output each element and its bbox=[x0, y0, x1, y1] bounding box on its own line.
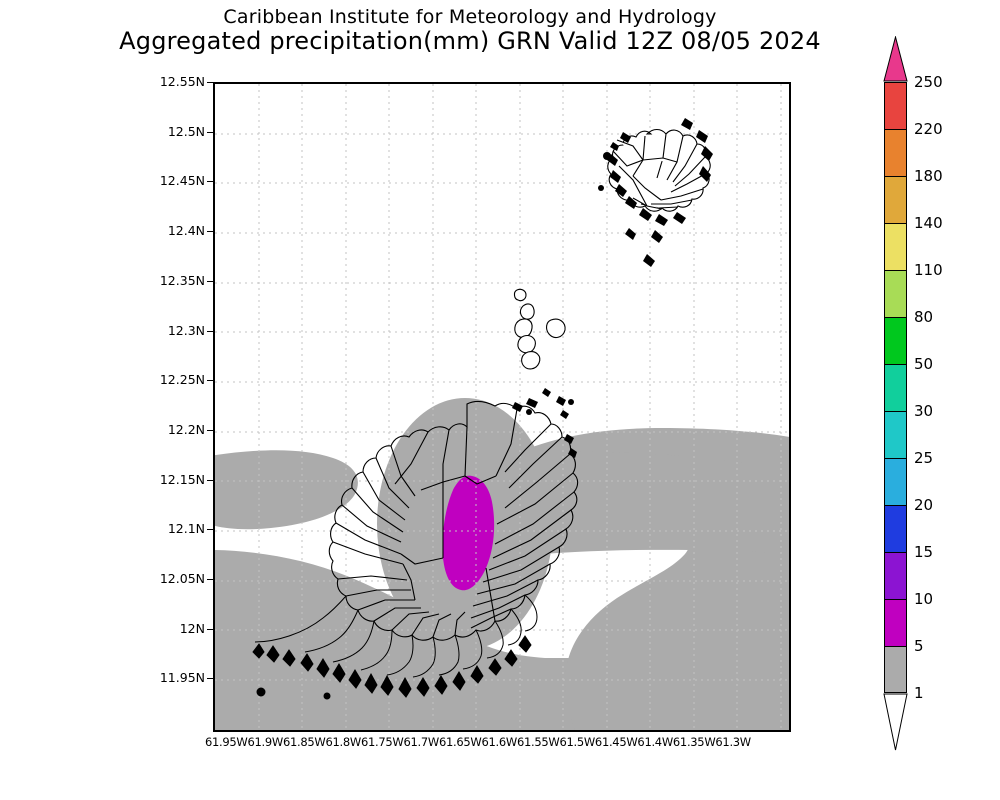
y-tick-mark bbox=[207, 628, 213, 630]
y-tick-label: 12.3N bbox=[167, 322, 205, 338]
y-tick-label: 12.5N bbox=[167, 123, 205, 139]
y-tick-label: 12.1N bbox=[167, 521, 205, 537]
x-tick-label: 61.6W bbox=[481, 735, 517, 749]
grenada-south-coast-detail bbox=[252, 594, 538, 700]
y-tick-label: 11.95N bbox=[159, 670, 205, 686]
y-tick-label: 12.35N bbox=[159, 272, 205, 288]
y-tick-mark bbox=[207, 280, 213, 282]
y-tick-label: 12.45N bbox=[159, 173, 205, 189]
colorbar-segment bbox=[884, 270, 907, 317]
page-title: Aggregated precipitation(mm) GRN Valid 1… bbox=[119, 27, 821, 55]
y-tick-mark bbox=[207, 678, 213, 680]
grenada-island-outline bbox=[328, 400, 579, 641]
colorbar-tick-label: 80 bbox=[914, 308, 934, 326]
colorbar-tick-label: 180 bbox=[914, 167, 943, 185]
x-tick-label: 61.4W bbox=[637, 735, 673, 749]
x-tick-label: 61.3W bbox=[715, 735, 751, 749]
x-tick-label: 61.85W bbox=[282, 735, 326, 749]
x-tick-label: 61.75W bbox=[360, 735, 404, 749]
precipitation-map bbox=[215, 84, 789, 730]
colorbar-tick-label: 220 bbox=[914, 120, 943, 138]
mid-channel-islets bbox=[513, 288, 566, 370]
x-tick-label: 61.35W bbox=[672, 735, 716, 749]
y-tick-mark bbox=[207, 82, 213, 83]
colorbar-segment bbox=[884, 129, 907, 176]
colorbar-segment bbox=[884, 458, 907, 505]
colorbar-segment bbox=[884, 552, 907, 599]
x-tick-label: 61.45W bbox=[594, 735, 638, 749]
colorbar-segment bbox=[884, 82, 907, 129]
carriacou-island-outline bbox=[607, 128, 711, 212]
colorbar-tick-label: 25 bbox=[914, 449, 934, 467]
x-tick-label: 61.95W bbox=[205, 735, 248, 749]
x-tick-label: 61.7W bbox=[403, 735, 439, 749]
x-tick-label: 61.55W bbox=[516, 735, 560, 749]
y-tick-label: 12.05N bbox=[159, 571, 205, 586]
grenada-northeast-islets bbox=[512, 388, 577, 458]
colorbar-tick-label: 110 bbox=[914, 261, 943, 279]
y-tick-mark bbox=[207, 429, 213, 431]
colorbar-tick-label: 30 bbox=[914, 402, 934, 420]
colorbar-over-arrow bbox=[883, 36, 908, 82]
y-tick-label: 12.15N bbox=[159, 471, 205, 487]
x-tick-label: 61.5W bbox=[559, 735, 595, 749]
colorbar-segments bbox=[884, 82, 907, 693]
colorbar-tick-label: 50 bbox=[914, 355, 934, 373]
colorbar-segment bbox=[884, 599, 907, 646]
y-tick-mark bbox=[207, 529, 213, 531]
colorbar-segment bbox=[884, 176, 907, 223]
colorbar-segment bbox=[884, 317, 907, 364]
colorbar-tick-label: 1 bbox=[914, 684, 924, 702]
colorbar-tick-label: 5 bbox=[914, 637, 924, 655]
y-tick-label: 12.2N bbox=[167, 421, 205, 437]
y-tick-mark bbox=[207, 181, 213, 183]
y-tick-mark bbox=[207, 380, 213, 382]
y-tick-mark bbox=[207, 330, 213, 332]
colorbar-segment bbox=[884, 505, 907, 552]
colorbar-segment bbox=[884, 411, 907, 458]
colorbar-tick-label: 10 bbox=[914, 590, 934, 608]
chart-title-block: Caribbean Institute for Meteorology and … bbox=[0, 0, 940, 55]
colorbar-tick-label: 15 bbox=[914, 543, 934, 561]
y-tick-label: 12N bbox=[179, 620, 205, 636]
precip-band-5-10mm bbox=[442, 475, 495, 591]
colorbar-segment bbox=[884, 364, 907, 411]
institute-title: Caribbean Institute for Meteorology and … bbox=[223, 6, 717, 28]
x-tick-label: 61.65W bbox=[438, 735, 482, 749]
colorbar-tick-label: 250 bbox=[914, 73, 943, 91]
y-tick-mark bbox=[207, 479, 213, 481]
y-tick-mark bbox=[207, 131, 213, 133]
colorbar-segment bbox=[884, 223, 907, 270]
colorbar-tick-label: 20 bbox=[914, 496, 934, 514]
y-tick-mark bbox=[207, 579, 213, 580]
northern-grenadines-islets bbox=[598, 118, 713, 267]
y-tick-label: 12.4N bbox=[167, 223, 205, 239]
colorbar-segment bbox=[884, 646, 907, 693]
x-tick-label: 61.8W bbox=[325, 735, 361, 749]
x-tick-label: 61.9W bbox=[247, 735, 284, 749]
y-tick-label: 12.55N bbox=[159, 74, 205, 89]
map-canvas bbox=[215, 84, 789, 730]
x-axis-labels: 61.95W61.9W61.85W61.8W61.75W61.7W61.65W6… bbox=[205, 735, 805, 749]
y-tick-label: 12.25N bbox=[159, 372, 205, 388]
y-tick-mark bbox=[207, 231, 213, 233]
colorbar-under-arrow bbox=[883, 693, 908, 751]
colorbar-tick-label: 140 bbox=[914, 214, 943, 232]
map-plot-frame bbox=[213, 82, 791, 732]
